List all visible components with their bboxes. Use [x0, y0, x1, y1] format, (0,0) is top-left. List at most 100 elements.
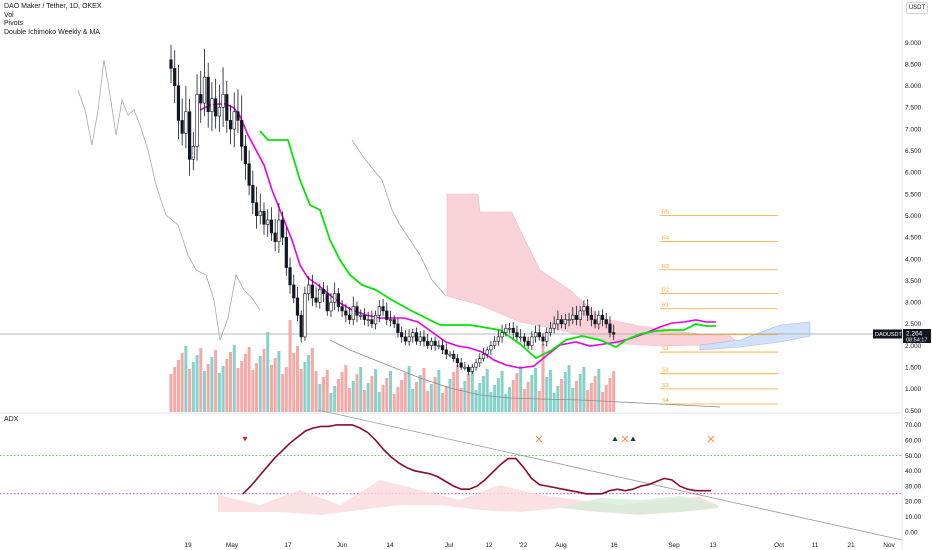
- volume-bar: [534, 368, 538, 412]
- candle-body: [515, 332, 519, 338]
- candle-body: [567, 319, 571, 321]
- candle-body: [210, 98, 214, 113]
- adx-pane-title[interactable]: ADX: [4, 416, 19, 423]
- candle-body: [359, 314, 363, 317]
- volume-bar: [545, 377, 549, 412]
- price-tick-label: 9.000: [905, 40, 922, 47]
- volume-bar: [236, 368, 240, 412]
- time-tick-label: '22: [519, 542, 528, 549]
- volume-bar: [415, 382, 419, 412]
- candle-body: [571, 314, 575, 320]
- volume-bar: [340, 372, 344, 412]
- pivot-label: R5: [662, 210, 669, 216]
- di-plus-fill: [560, 496, 718, 514]
- volume-bar: [411, 389, 415, 412]
- volume-bar: [489, 392, 493, 412]
- candle-body: [388, 319, 393, 321]
- volume-bar: [418, 375, 422, 412]
- volume-bar: [608, 378, 612, 412]
- symbol-title[interactable]: DAO Maker / Tether, 1D, OKEX: [4, 3, 102, 10]
- candle-body: [496, 336, 500, 342]
- time-tick-label: Aug: [555, 542, 567, 549]
- volume-bar: [388, 371, 392, 412]
- volume-bar: [604, 385, 608, 412]
- candle-body: [541, 336, 545, 342]
- volume-bar: [255, 363, 259, 412]
- candle-body: [206, 76, 210, 113]
- candle-body: [385, 310, 389, 320]
- volume-bar: [299, 369, 303, 412]
- price-tick-label: 0.500: [905, 408, 922, 415]
- volume-bar: [221, 366, 225, 412]
- volume-bar: [359, 367, 363, 412]
- candle-body: [191, 146, 195, 160]
- candle-body: [422, 336, 426, 342]
- legend-pivots[interactable]: Pivots: [4, 20, 24, 28]
- candle-body: [474, 362, 478, 368]
- candle-body: [243, 146, 248, 164]
- candle-body: [366, 319, 370, 321]
- volume-bar: [355, 374, 359, 412]
- candle-body: [202, 76, 207, 104]
- time-tick-label: Oct: [774, 542, 784, 549]
- candle-body: [604, 319, 608, 325]
- price-tick-label: 7.500: [905, 105, 922, 112]
- volume-bar: [310, 348, 314, 412]
- candle-body: [519, 336, 523, 339]
- time-tick-label: 19: [184, 542, 192, 549]
- volume-bar: [519, 366, 523, 412]
- volume-bar: [601, 392, 605, 412]
- candle-body: [452, 353, 456, 359]
- adx-line: [242, 424, 711, 495]
- volume-bar: [307, 355, 311, 412]
- legend-ichimoku[interactable]: Double Ichimoko Weekly & MA: [4, 28, 100, 36]
- volume-bar: [281, 374, 285, 412]
- candle-body: [552, 323, 556, 329]
- volume-bar: [377, 392, 381, 412]
- volume-bar: [597, 369, 601, 412]
- volume-bar: [292, 353, 296, 412]
- volume-bar: [269, 365, 273, 412]
- volume-bar: [247, 347, 251, 412]
- volume-bar: [303, 362, 307, 412]
- candle-body: [333, 293, 337, 303]
- time-tick-label: 13: [709, 542, 717, 549]
- volume-bar: [184, 346, 188, 412]
- candle-body: [537, 332, 541, 338]
- candle-body: [433, 340, 437, 346]
- candle-body: [489, 345, 493, 351]
- time-tick-label: Sep: [668, 542, 680, 549]
- candle-body: [548, 327, 553, 333]
- candle-body: [448, 353, 452, 356]
- volume-bar: [504, 394, 508, 412]
- candle-body: [526, 340, 530, 346]
- candle-body: [407, 336, 411, 342]
- candle-body: [314, 297, 318, 303]
- price-tick-label: 3.500: [905, 278, 922, 285]
- time-tick-label: Jul: [445, 542, 454, 549]
- price-tick-label: 6.000: [905, 170, 922, 177]
- price-tick-label: 2.000: [905, 343, 922, 350]
- candle-body: [485, 349, 489, 355]
- adx-tick-label: 30.00: [905, 483, 922, 490]
- candle-body: [362, 314, 367, 320]
- candle-body: [400, 332, 404, 338]
- volume-bar: [437, 370, 441, 412]
- volume-bar: [541, 344, 545, 412]
- candle-body: [429, 340, 434, 346]
- volume-bar: [444, 386, 448, 412]
- volume-bar: [314, 371, 318, 412]
- price-tag: 2.264: [906, 331, 923, 338]
- legend-volume[interactable]: Vol: [4, 11, 14, 19]
- candle-body: [373, 314, 378, 325]
- time-tick-label: 16: [610, 542, 618, 549]
- price-tick-label: 4.500: [905, 235, 922, 242]
- candle-body: [232, 111, 236, 130]
- currency-button[interactable]: USDT: [906, 2, 928, 14]
- volume-bar: [318, 384, 322, 412]
- candle-body: [284, 237, 288, 268]
- volume-bar: [403, 373, 407, 412]
- candle-body: [411, 332, 415, 338]
- candle-body: [254, 202, 259, 216]
